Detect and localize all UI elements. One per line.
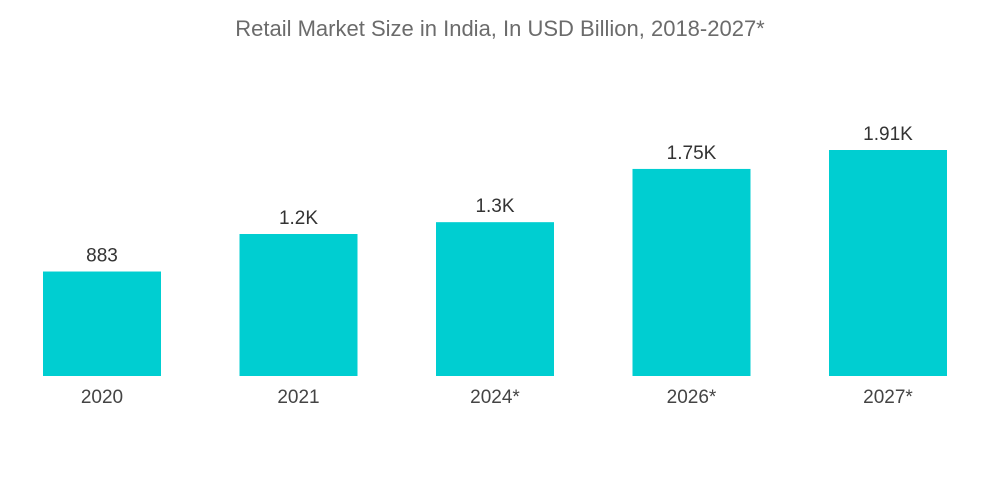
bars-layer — [43, 150, 947, 376]
value-label-2026: 1.75K — [667, 143, 717, 164]
chart-title: Retail Market Size in India, In USD Bill… — [235, 16, 765, 41]
bar-2024 — [436, 222, 554, 376]
bar-2021 — [239, 234, 358, 376]
x-tick-labels-layer: 2020 2021 2024* 2026* 2027* — [81, 387, 914, 408]
bar-2026 — [632, 168, 751, 376]
bar-2020 — [43, 271, 161, 376]
value-label-2020: 883 — [86, 246, 118, 267]
value-label-2021: 1.2K — [279, 208, 318, 229]
x-tick-label-2027: 2027* — [863, 387, 913, 408]
bar-2027 — [829, 150, 947, 376]
value-label-2024: 1.3K — [475, 196, 514, 217]
value-label-2027: 1.91K — [863, 124, 913, 145]
x-tick-label-2024: 2024* — [470, 387, 520, 408]
x-tick-label-2021: 2021 — [277, 387, 319, 408]
x-tick-label-2026: 2026* — [667, 387, 717, 408]
x-tick-label-2020: 2020 — [81, 387, 123, 408]
value-labels-layer: 883 1.2K 1.3K 1.75K 1.91K — [86, 124, 913, 267]
